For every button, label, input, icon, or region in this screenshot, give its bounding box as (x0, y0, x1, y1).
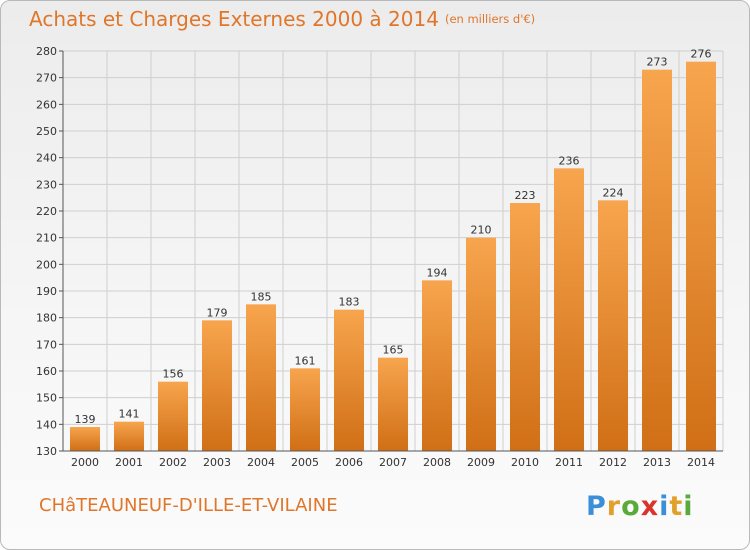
bar-value-label: 223 (515, 189, 536, 202)
x-tick-label: 2003 (203, 456, 231, 469)
chart-title-text: Achats et Charges Externes 2000 à 2014 (29, 7, 439, 31)
bar (202, 320, 232, 451)
proxiti-logo: Proxiti (586, 491, 694, 522)
y-tick-label: 190 (36, 285, 57, 298)
bar (422, 280, 452, 451)
bar (598, 200, 628, 451)
bar (158, 381, 188, 451)
bar-value-label: 161 (295, 354, 316, 367)
bar-value-label: 210 (471, 224, 492, 237)
bar (378, 357, 408, 451)
bar (114, 421, 144, 451)
x-tick-label: 2001 (115, 456, 143, 469)
y-tick-label: 270 (36, 72, 57, 85)
y-tick-label: 250 (36, 125, 57, 138)
y-tick-label: 230 (36, 178, 57, 191)
bar (686, 61, 716, 452)
logo-letter: r (606, 491, 622, 522)
bar (554, 168, 584, 452)
logo-letter: i (659, 491, 670, 522)
bar (70, 427, 100, 451)
bar-value-label: 273 (647, 56, 668, 69)
bar-value-label: 183 (339, 296, 360, 309)
chart-title: Achats et Charges Externes 2000 à 2014 (e… (29, 7, 535, 31)
x-tick-label: 2012 (599, 456, 627, 469)
x-tick-label: 2004 (247, 456, 275, 469)
axes: 130 140 150 160 170 180 190 200 210 220 230 240 250 2… (36, 45, 723, 469)
logo-letter: o (621, 491, 641, 522)
chart-unit: (en milliers d'€) (444, 12, 536, 26)
x-tick-label: 2005 (291, 456, 319, 469)
y-tick-label: 200 (36, 258, 57, 271)
y-tick-label: 150 (36, 392, 57, 405)
x-tick-label: 2008 (423, 456, 451, 469)
bar-value-label: 141 (119, 408, 140, 421)
x-tick-label: 2000 (71, 456, 99, 469)
bar (510, 203, 540, 451)
y-tick-label: 180 (36, 312, 57, 325)
y-tick-label: 260 (36, 98, 57, 111)
bar (334, 309, 364, 451)
x-tick-label: 2006 (335, 456, 363, 469)
x-tick-label: 2013 (643, 456, 671, 469)
y-tick-label: 140 (36, 418, 57, 431)
x-tick-label: 2002 (159, 456, 187, 469)
bar-value-label: 179 (207, 306, 228, 319)
y-tick-label: 160 (36, 365, 57, 378)
x-tick-label: 2014 (687, 456, 715, 469)
bar-value-label: 185 (251, 290, 272, 303)
x-tick-label: 2010 (511, 456, 539, 469)
data-labels: 139 141 156 179 185 161 183 165 194 210 223 236 224 2… (75, 48, 712, 426)
bars (70, 61, 716, 452)
y-tick-label: 170 (36, 338, 57, 351)
bar (642, 69, 672, 452)
bar-value-label: 165 (383, 344, 404, 357)
bar-value-label: 139 (75, 413, 96, 426)
bar (290, 368, 320, 451)
y-tick-label: 130 (36, 445, 57, 458)
x-tick-label: 2011 (555, 456, 583, 469)
bar-value-label: 156 (163, 368, 184, 381)
bar-value-label: 194 (427, 266, 448, 279)
x-tick-label: 2009 (467, 456, 495, 469)
logo-letter: x (640, 491, 660, 522)
y-tick-label: 280 (36, 45, 57, 58)
bar (246, 304, 276, 451)
logo-letter: P (586, 491, 607, 522)
bar-value-label: 276 (691, 48, 712, 61)
logo-letter: i (683, 491, 694, 522)
x-tick-label: 2007 (379, 456, 407, 469)
y-tick-label: 240 (36, 152, 57, 165)
place-name: CHâTEAUNEUF-D'ILLE-ET-VILAINE (39, 495, 338, 516)
logo-letter: t (669, 491, 684, 522)
bar (466, 237, 496, 451)
y-tick-label: 220 (36, 205, 57, 218)
bar-value-label: 236 (559, 154, 580, 167)
bar-value-label: 224 (603, 186, 624, 199)
y-tick-label: 210 (36, 232, 57, 245)
